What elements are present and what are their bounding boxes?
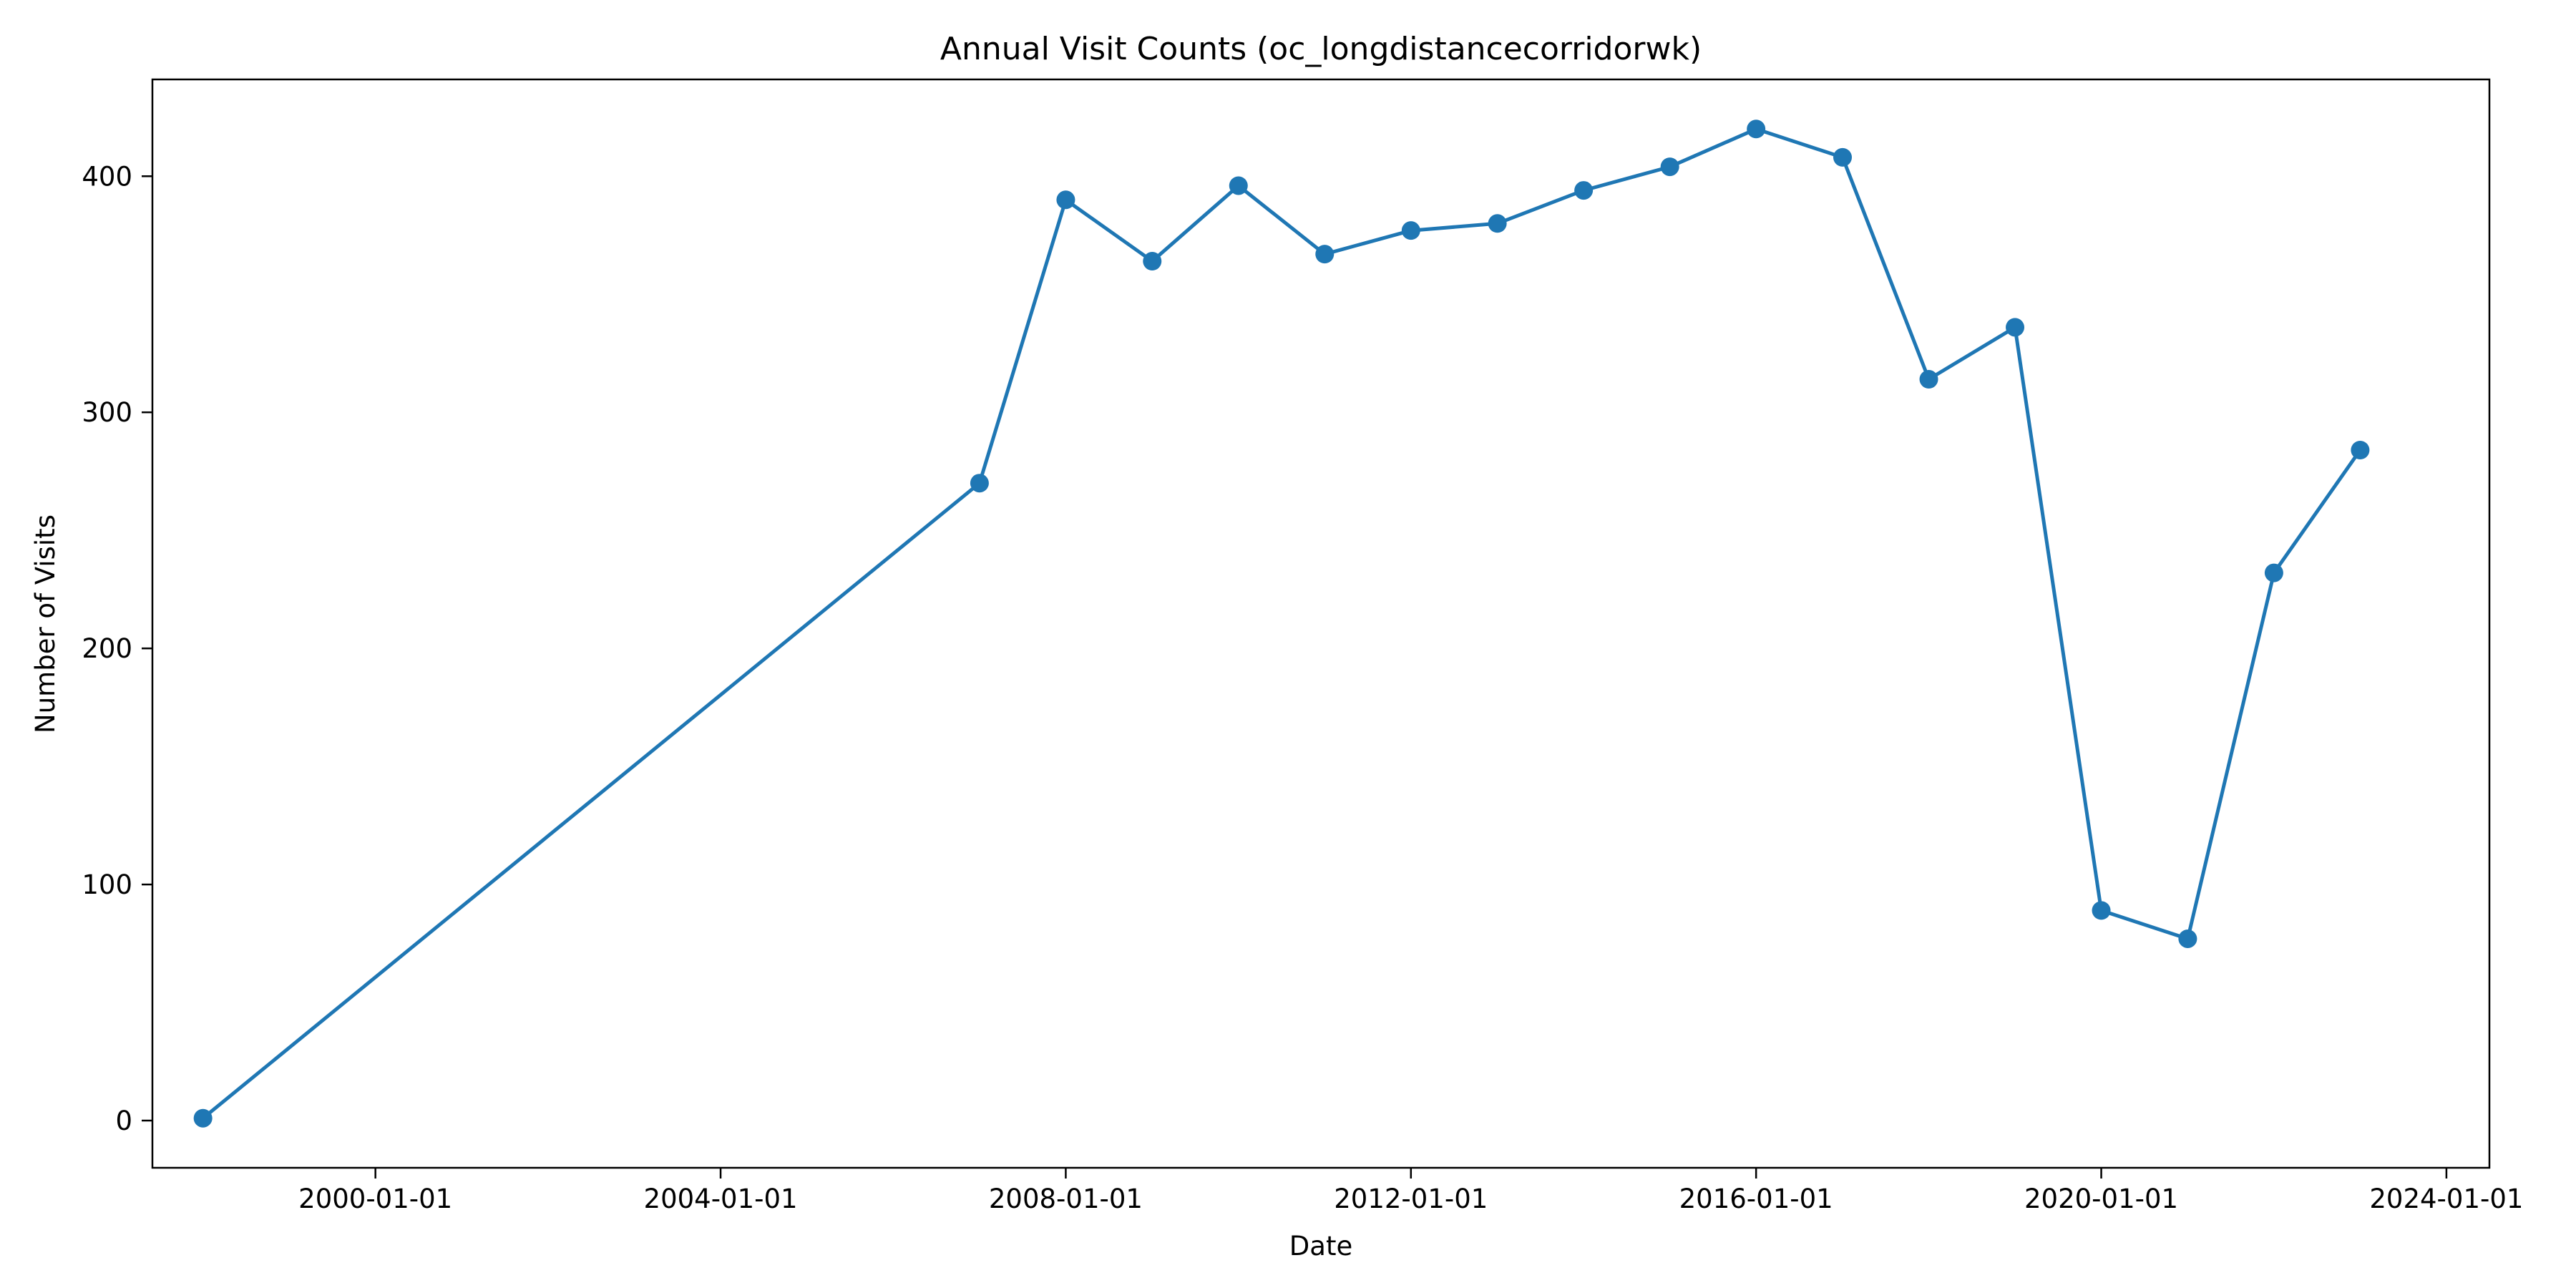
y-tick-label: 200 (82, 633, 132, 664)
data-point (2264, 563, 2283, 582)
x-tick-label: 2024-01-01 (2369, 1184, 2523, 1214)
data-point (1315, 245, 1335, 264)
data-point (2006, 318, 2025, 337)
x-tick-label: 2008-01-01 (989, 1184, 1143, 1214)
plot-area-frame (151, 78, 2491, 1169)
data-point (1660, 157, 1679, 177)
data-point (1401, 221, 1420, 240)
x-tick-label: 2000-01-01 (298, 1184, 452, 1214)
data-point (193, 1108, 213, 1128)
data-point (1056, 190, 1075, 210)
x-tick-label: 2012-01-01 (1334, 1184, 1488, 1214)
data-point (2178, 929, 2197, 948)
data-point (1143, 252, 1162, 271)
y-tick-label: 400 (82, 161, 132, 192)
chart-title: Annual Visit Counts (oc_longdistancecorr… (940, 31, 1702, 67)
y-axis-label: Number of Visits (30, 514, 61, 733)
y-tick-label: 100 (82, 869, 132, 900)
y-tick-label: 300 (82, 397, 132, 428)
data-point (1229, 176, 1248, 195)
y-axis-ticks: 0 100 200 300 400 (82, 161, 152, 1136)
x-tick-label: 2016-01-01 (1679, 1184, 1833, 1214)
data-point (970, 474, 989, 493)
x-tick-label: 2004-01-01 (644, 1184, 798, 1214)
series-line (202, 127, 2362, 1120)
data-point (1488, 214, 1507, 233)
data-point (1747, 119, 1766, 139)
x-axis-label: Date (1289, 1231, 1352, 1262)
plot-series (193, 119, 2370, 1128)
data-point (1833, 147, 1853, 167)
y-tick-label: 0 (115, 1106, 132, 1136)
x-axis-ticks: 2000-01-01 2004-01-01 2008-01-01 2012-01-01… (298, 1168, 2523, 1214)
x-tick-label: 2020-01-01 (2024, 1184, 2178, 1214)
data-point (1574, 181, 1594, 200)
data-point (2092, 901, 2111, 920)
data-point (2351, 440, 2370, 459)
data-point (1919, 370, 1938, 389)
